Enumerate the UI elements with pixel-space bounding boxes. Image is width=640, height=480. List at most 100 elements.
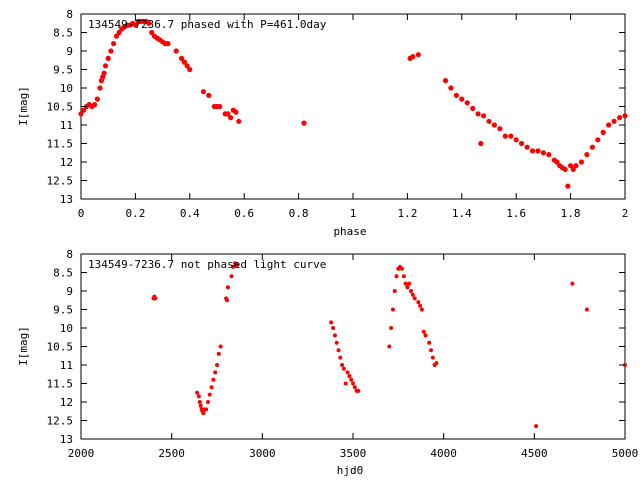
phased-y-tick-label: 8.5 <box>53 27 73 40</box>
phased-y-tick-label: 12 <box>60 156 73 169</box>
unphased-data-point <box>209 385 214 390</box>
unphased-x-tick-label: 4000 <box>430 447 457 460</box>
phased-data-point <box>540 150 547 156</box>
phased-data-point <box>448 85 454 91</box>
unphased-data-point <box>340 363 345 367</box>
phased-data-point <box>415 52 421 58</box>
unphased-data-point <box>356 388 361 393</box>
unphased-data-point <box>570 281 575 286</box>
phased-data-point <box>442 78 449 84</box>
unphased-data-point <box>197 400 202 404</box>
unphased-y-tick-label: 9.5 <box>53 304 73 317</box>
phased-data-point <box>94 96 100 102</box>
phased-data-point <box>173 48 179 54</box>
unphased-x-tick-label: 4500 <box>521 447 548 460</box>
unphased-data-point <box>409 289 413 293</box>
phased-y-tick-label: 12.5 <box>47 175 74 188</box>
phased-data-point <box>502 133 508 139</box>
unphased-y-tick-label: 13 <box>60 433 73 446</box>
phased-data-point <box>225 111 231 117</box>
phased-data-point <box>459 96 465 102</box>
phased-data-point <box>565 183 571 189</box>
unphased-x-tick-label: 5000 <box>612 447 639 460</box>
phased-data-point <box>513 137 519 143</box>
unphased-data-point <box>430 355 435 360</box>
unphased-data-point <box>341 366 346 371</box>
phased-data-point <box>475 111 481 117</box>
unphased-data-point <box>196 394 201 399</box>
unphased-data-point <box>211 377 216 382</box>
unphased-data-point <box>225 285 230 290</box>
phased-data-point <box>606 122 612 128</box>
phased-data-point <box>97 85 103 91</box>
phased-data-point <box>116 29 122 36</box>
phased-data-point <box>187 66 193 73</box>
unphased-plot-frame <box>80 253 626 440</box>
unphased-data-point <box>205 400 210 404</box>
phased-data-point <box>573 163 579 169</box>
unphased-data-point <box>231 264 236 269</box>
phased-data-point <box>481 113 487 119</box>
unphased-chart-title: 134549-7236.7 not phased light curve <box>88 258 326 271</box>
unphased-data-point <box>410 292 415 297</box>
unphased-data-point <box>198 403 203 408</box>
phased-data-point <box>181 59 187 65</box>
phased-y-tick-label: 8 <box>66 8 73 21</box>
unphased-data-point <box>343 381 348 386</box>
unphased-data-point <box>213 370 218 375</box>
phased-data-point <box>146 20 152 26</box>
unphased-y-tick-label: 11 <box>60 359 73 372</box>
unphased-data-point <box>204 407 209 412</box>
unphased-data-point <box>421 329 426 334</box>
phased-data-point <box>570 166 576 172</box>
phased-x-tick-label: 0 <box>78 207 85 220</box>
unphased-data-point <box>419 307 424 312</box>
phased-y-tick-label: 13 <box>60 193 73 206</box>
unphased-data-point <box>534 424 539 429</box>
unphased-data-point <box>234 263 239 268</box>
unphased-data-point <box>225 298 229 303</box>
unphased-data-point <box>351 381 355 386</box>
phased-data-point <box>600 129 606 135</box>
phased-data-point <box>108 48 114 54</box>
phased-data-point <box>524 144 530 150</box>
unphased-chart: 2000 2500 3000 3500 4000 4500 5000 8 8.5 9 9.5 10 1… <box>17 248 638 477</box>
unphased-data-point <box>392 289 397 293</box>
unphased-data-point <box>584 307 589 312</box>
unphased-data-point <box>153 296 158 301</box>
unphased-y-ticks: 8 8.5 9 9.5 10 10.5 11 11.5 12 12.5 13 <box>47 248 625 446</box>
unphased-x-tick-label: 2500 <box>158 447 185 460</box>
phased-data-point <box>568 163 574 169</box>
unphased-data-point <box>334 340 339 345</box>
phased-data-point <box>584 152 590 158</box>
phased-y-tick-label: 9.5 <box>53 64 73 77</box>
phased-data-point <box>92 102 98 108</box>
unphased-data-point <box>401 274 406 279</box>
phased-data-point <box>595 137 601 143</box>
unphased-data-point <box>347 374 352 379</box>
unphased-x-tick-label: 3000 <box>249 447 276 460</box>
phased-data-point <box>102 63 109 69</box>
phased-data-point <box>410 54 416 60</box>
unphased-data-point <box>423 333 428 338</box>
unphased-data-point <box>389 326 394 330</box>
phased-x-tick-label: 0.8 <box>289 207 309 220</box>
phased-data-point <box>301 120 307 126</box>
phased-data-point <box>111 41 117 47</box>
unphased-y-tick-label: 10 <box>60 322 73 335</box>
unphased-data-point <box>329 320 334 325</box>
phased-y-tick-label: 11.5 <box>47 138 74 151</box>
unphased-data-point <box>387 344 392 349</box>
phased-x-tick-label: 0.6 <box>234 207 254 220</box>
unphased-y-tick-label: 8 <box>66 248 73 261</box>
unphased-x-tick-label: 3500 <box>340 447 367 460</box>
phased-data-point <box>562 166 568 172</box>
phased-data-point <box>105 55 111 62</box>
phased-data-point <box>491 122 497 128</box>
phased-y-tick-label: 10 <box>60 82 73 95</box>
phased-x-tick-label: 1 <box>350 207 357 220</box>
phased-data-point <box>113 33 119 39</box>
phased-data-point <box>78 111 84 117</box>
unphased-x-ticks: 2000 2500 3000 3500 4000 4500 5000 <box>68 254 639 460</box>
phased-y-axis-label: I[mag] <box>17 86 30 126</box>
